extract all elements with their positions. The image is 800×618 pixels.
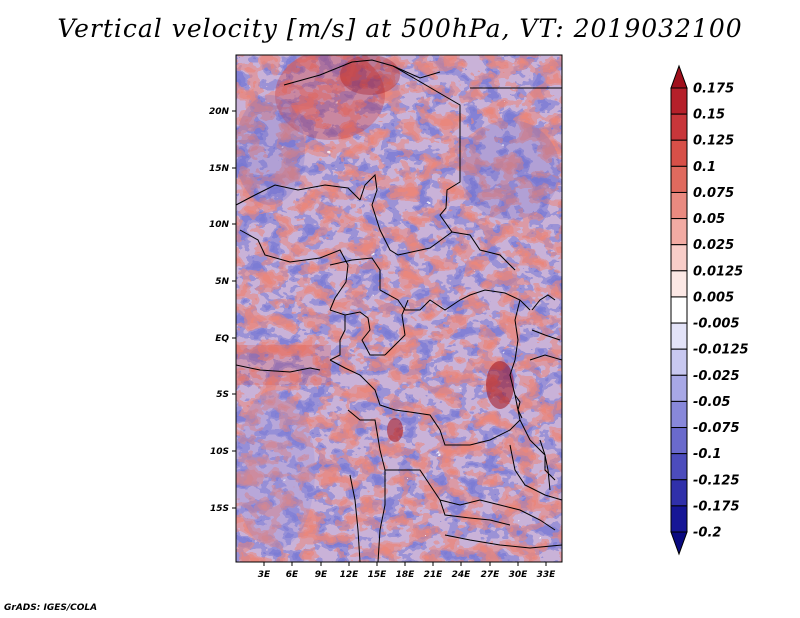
- colorbar-swatch: [670, 139, 688, 167]
- colorbar-label: 0.175: [693, 82, 734, 97]
- grads-credit: GrADS: IGES/COLA: [4, 603, 98, 613]
- colorbar-swatch: [670, 113, 688, 141]
- map-frame: [235, 54, 563, 563]
- colorbar-label: 0.15: [693, 108, 725, 123]
- colorbar-swatch: [670, 270, 688, 298]
- colorbar-label: 0.05: [693, 212, 725, 227]
- colorbar-swatch: [670, 165, 688, 193]
- colorbar-label: 0.025: [693, 238, 734, 253]
- lat-label: 15S: [210, 504, 229, 514]
- colorbar-bottom-arrow: [670, 531, 688, 556]
- lon-label: 21E: [424, 570, 444, 580]
- colorbar-swatch: [670, 453, 688, 481]
- lon-axis: 3E 6E 9E 12E 15E 18E 21E 24E 27E 30E 33E: [258, 562, 556, 580]
- colorbar-label: 0.1: [693, 160, 716, 175]
- colorbar: 0.175 0.15 0.125 0.1 0.075 0.05 0.025 0.0125 0.0…: [670, 64, 749, 556]
- lat-label: 10S: [210, 447, 229, 457]
- colorbar-label: 0.075: [693, 186, 734, 201]
- map-title: Vertical velocity [m/s] at 500hPa, VT: 2…: [57, 14, 743, 43]
- lon-label: 15E: [368, 570, 388, 580]
- lat-label: 5N: [215, 277, 229, 287]
- lon-label: 9E: [315, 570, 328, 580]
- colorbar-swatch: [670, 348, 688, 376]
- lat-label: 10N: [209, 220, 230, 230]
- colorbar-swatch: [670, 427, 688, 455]
- colorbar-swatch: [670, 479, 688, 507]
- colorbar-label: -0.175: [693, 499, 740, 514]
- colorbar-label: -0.025: [693, 369, 740, 384]
- colorbar-top-arrow: [670, 64, 688, 89]
- colorbar-label: 0.125: [693, 134, 734, 149]
- colorbar-label: 0.0125: [693, 264, 743, 279]
- lon-label: 30E: [509, 570, 529, 580]
- lon-label: 12E: [340, 570, 360, 580]
- lon-label: 6E: [286, 570, 299, 580]
- lat-label: 15N: [209, 164, 230, 174]
- colorbar-label: -0.1: [693, 447, 721, 462]
- lon-label: 27E: [481, 570, 501, 580]
- lat-label: 5S: [216, 390, 229, 400]
- lat-label: EQ: [215, 334, 229, 344]
- colorbar-label: -0.05: [693, 395, 730, 410]
- lat-axis: 20N 15N 10N 5N EQ 5S 10S 15S: [209, 107, 236, 514]
- lat-label: 20N: [209, 107, 230, 117]
- colorbar-label: 0.005: [693, 290, 734, 305]
- velocity-field: [236, 55, 562, 562]
- lon-label: 18E: [396, 570, 416, 580]
- colorbar-swatch: [670, 374, 688, 402]
- colorbar-swatch: [670, 400, 688, 429]
- colorbar-swatch: [670, 191, 688, 220]
- colorbar-swatch: [670, 218, 688, 246]
- lon-label: 3E: [258, 570, 271, 580]
- colorbar-label: -0.0125: [693, 343, 749, 358]
- lon-label: 33E: [537, 570, 557, 580]
- colorbar-swatch: [670, 505, 688, 533]
- colorbar-swatch: [670, 296, 688, 324]
- colorbar-label: -0.075: [693, 421, 740, 436]
- colorbar-swatch: [670, 322, 688, 350]
- lon-label: 24E: [452, 570, 472, 580]
- colorbar-label: -0.125: [693, 473, 740, 488]
- colorbar-label: -0.005: [693, 317, 740, 332]
- colorbar-label: -0.2: [693, 526, 721, 541]
- colorbar-swatch: [670, 87, 688, 115]
- colorbar-swatch: [670, 244, 688, 272]
- country-borders: [236, 59, 562, 562]
